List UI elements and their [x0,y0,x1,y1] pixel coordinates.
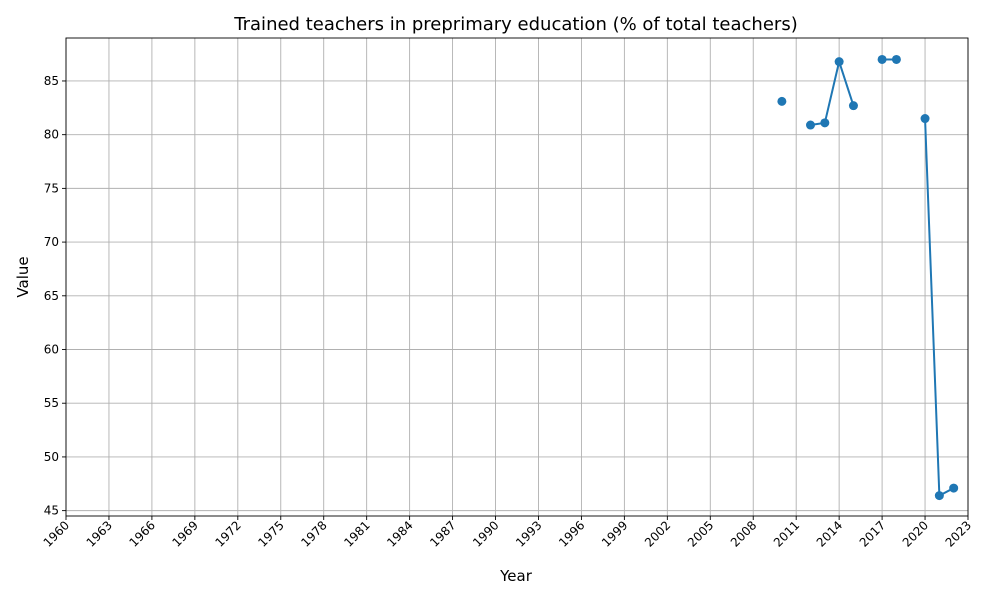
x-tick-label: 2020 [900,518,931,549]
data-point [806,120,816,130]
x-tick-label: 1963 [84,518,115,549]
data-point [777,96,787,106]
x-tick-label: 1990 [470,518,501,549]
x-tick-label: 1969 [169,518,200,549]
x-tick-label: 2002 [642,518,673,549]
data-point [877,54,887,64]
chart-title: Trained teachers in preprimary education… [233,14,797,35]
y-tick-label: 80 [44,128,59,142]
y-tick-label: 50 [44,450,59,464]
y-axis: 45 50 55 60 65 70 75 80 85 [44,74,66,518]
x-axis: 1960 1963 1966 1969 1972 1975 1978 1981 1984 1987… [41,516,974,550]
x-tick-label: 1960 [41,518,72,549]
y-tick-label: 70 [44,235,59,249]
x-tick-label: 1996 [556,518,587,549]
y-tick-label: 85 [44,74,59,88]
data-point [934,491,944,501]
series-plot [777,54,959,501]
data-point [848,101,858,111]
grid [65,38,969,516]
series-line-segment [924,118,955,498]
x-tick-label: 1981 [341,518,372,549]
x-axis-label: Year [499,567,533,585]
data-point [820,118,830,128]
x-tick-label: 1975 [255,518,286,549]
x-tick-label: 2005 [685,518,716,549]
x-tick-label: 2017 [857,518,888,549]
y-tick-label: 45 [44,504,59,518]
x-tick-label: 2023 [943,518,974,549]
x-tick-label: 1966 [127,518,158,549]
x-tick-label: 2014 [814,518,845,549]
plot-frame [65,37,969,517]
data-point [949,483,959,493]
y-tick-label: 60 [44,343,59,357]
x-tick-label: 1972 [212,518,243,549]
x-tick-label: 1978 [298,518,329,549]
series-line-segment [810,57,855,126]
y-tick-label: 55 [44,396,59,410]
x-tick-label: 1993 [513,518,544,549]
y-tick-label: 65 [44,289,59,303]
y-axis-label: Value [14,256,32,297]
x-tick-label: 2008 [728,518,759,549]
data-point [891,54,901,64]
y-tick-label: 75 [44,181,59,195]
x-tick-label: 1987 [427,518,458,549]
x-tick-label: 1984 [384,518,415,549]
data-point [920,114,930,124]
x-tick-label: 1999 [599,518,630,549]
data-point [834,57,844,67]
x-tick-label: 2011 [771,518,802,549]
